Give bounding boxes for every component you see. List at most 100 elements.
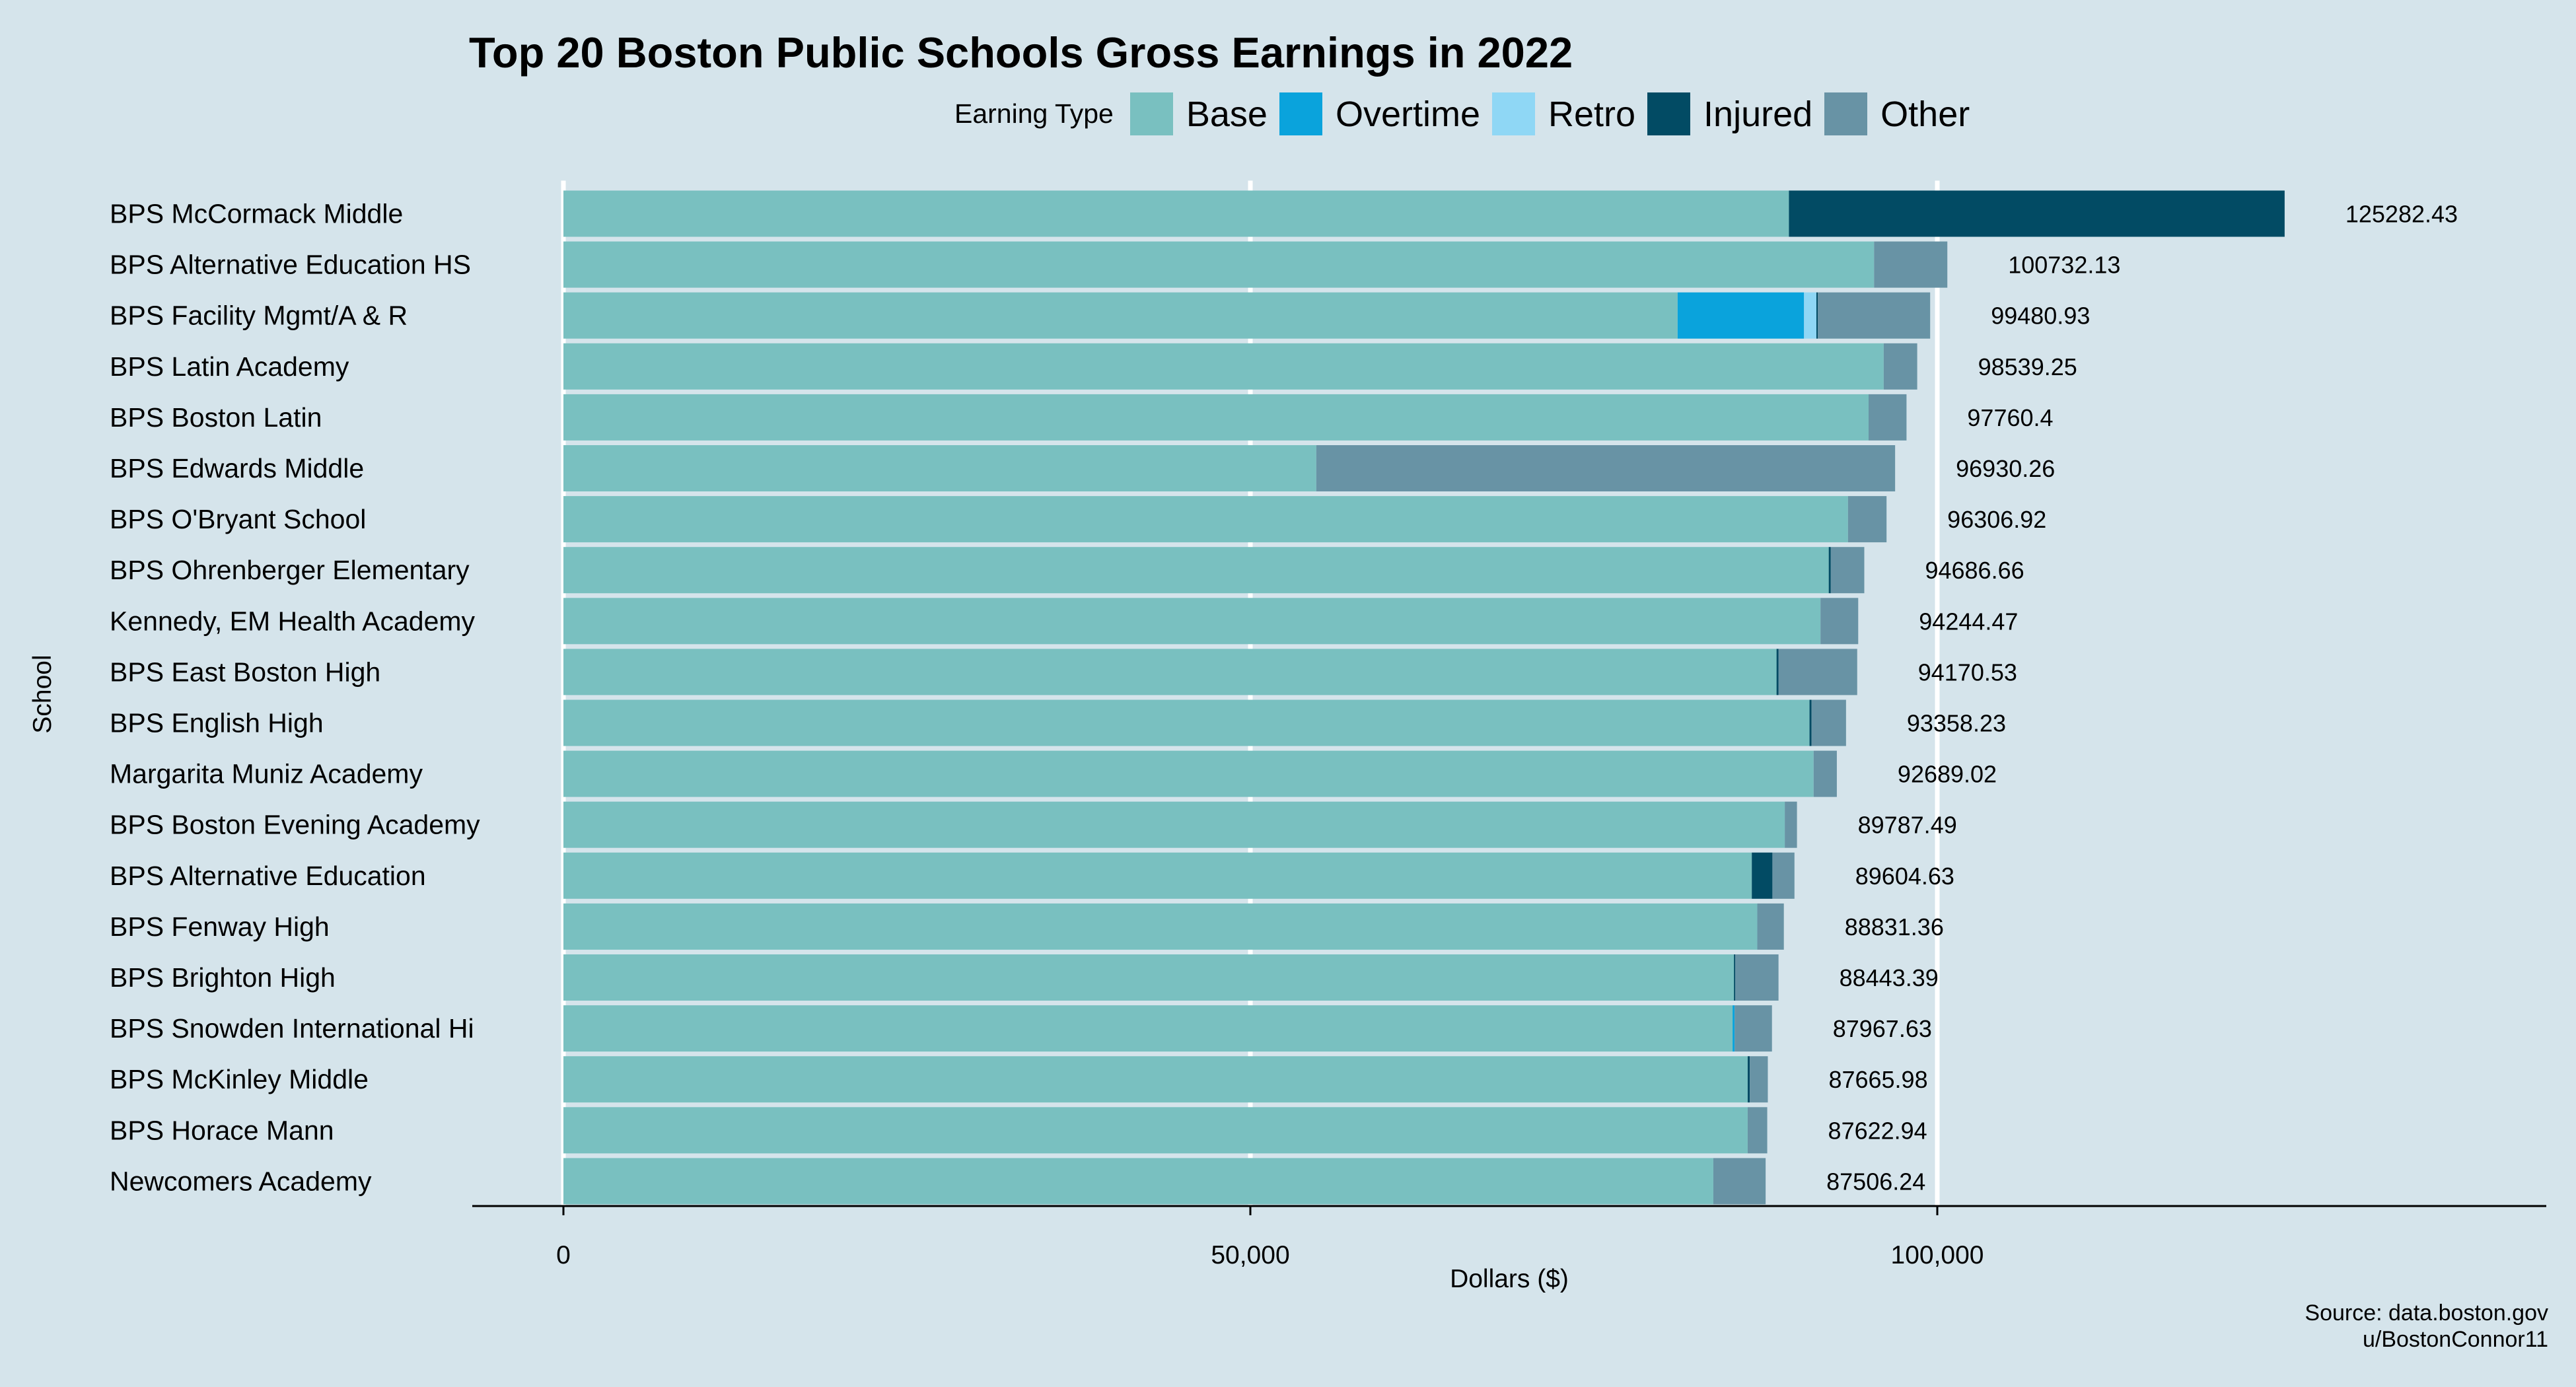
total-label: 87622.94	[1828, 1117, 1927, 1144]
x-tick-label: 100,000	[1891, 1241, 1984, 1269]
bar-segment-other	[1811, 699, 1846, 746]
bar-segment-other	[1735, 954, 1779, 1001]
total-label: 94170.53	[1918, 658, 2017, 686]
bar-segment-other	[1818, 292, 1931, 339]
category-label: Newcomers Academy	[110, 1166, 372, 1196]
category-label: BPS Latin Academy	[110, 351, 349, 382]
category-label: BPS Snowden International Hi	[110, 1013, 474, 1044]
bar-segment-other	[1847, 496, 1887, 543]
legend-item-base: Base	[1129, 92, 1268, 135]
bar-segment-other	[1785, 801, 1797, 848]
total-label: 87967.63	[1833, 1015, 1932, 1042]
bar-segment-other	[1750, 1056, 1768, 1103]
total-label: 89787.49	[1858, 812, 1957, 839]
bar-segment-injured	[1747, 1056, 1750, 1103]
legend-swatch-injured	[1647, 92, 1691, 135]
category-label: BPS Boston Latin	[110, 402, 322, 433]
category-label: BPS Ohrenberger Elementary	[110, 555, 470, 585]
bar-segment-injured	[1828, 547, 1831, 594]
bar-segment-base	[563, 1005, 1733, 1052]
category-label: BPS Fenway High	[110, 911, 330, 942]
bar-segment-other	[1883, 343, 1917, 390]
total-label: 89604.63	[1855, 863, 1954, 890]
total-label: 97760.4	[1967, 404, 2053, 431]
category-label: Kennedy, EM Health Academy	[110, 606, 476, 636]
total-label: 96306.92	[1947, 506, 2046, 533]
bar-segment-base	[563, 801, 1785, 848]
bar-segment-base	[563, 699, 1810, 746]
bar-segment-base	[563, 954, 1735, 1001]
legend-item-injured: Injured	[1647, 92, 1812, 135]
category-label: BPS Facility Mgmt/A & R	[110, 301, 408, 331]
category-label: BPS McKinley Middle	[110, 1064, 369, 1094]
category-label: Margarita Muniz Academy	[110, 759, 423, 789]
bar-segment-other	[1820, 598, 1859, 645]
total-label: 88831.36	[1845, 913, 1944, 941]
bar-segment-base	[563, 649, 1777, 695]
legend-swatch-overtime	[1279, 92, 1322, 135]
legend-label-overtime: Overtime	[1335, 94, 1480, 134]
legend-swatch-other	[1824, 92, 1868, 135]
source-line: Source: data.boston.gov	[2305, 1300, 2548, 1326]
x-tick-label: 0	[556, 1241, 571, 1269]
x-tick-label: 50,000	[1211, 1241, 1289, 1269]
bar-segment-base	[563, 241, 1875, 288]
total-label: 100732.13	[2008, 252, 2120, 279]
bar-segment-injured	[1734, 954, 1736, 1001]
category-label: BPS McCormack Middle	[110, 199, 403, 229]
category-label: BPS Brighton High	[110, 962, 336, 993]
bar-segment-other	[1813, 750, 1837, 797]
legend-item-other: Other	[1824, 92, 1970, 135]
legend-swatch-retro	[1492, 92, 1535, 135]
bar-segment-base	[563, 445, 1316, 491]
category-label: BPS Alternative Education	[110, 861, 426, 891]
bar-segment-injured	[1816, 292, 1818, 339]
total-label: 94686.66	[1925, 557, 2024, 584]
category-label: BPS English High	[110, 708, 324, 738]
total-label: 92689.02	[1898, 761, 1997, 788]
bar-segment-overtime	[1733, 1005, 1735, 1052]
bar-segment-other	[1747, 1107, 1768, 1154]
bar-segment-base	[563, 1056, 1748, 1103]
legend-label-retro: Retro	[1548, 94, 1636, 134]
total-label: 125282.43	[2345, 201, 2458, 228]
legend-item-overtime: Overtime	[1279, 92, 1480, 135]
legend-title: Earning Type	[954, 98, 1114, 129]
bar-segment-other	[1874, 241, 1948, 288]
category-label: BPS O'Bryant School	[110, 504, 366, 534]
bar-segment-other	[1830, 547, 1865, 594]
bar-segment-other	[1869, 394, 1907, 441]
bar-segment-base	[563, 1107, 1748, 1154]
legend-label-injured: Injured	[1703, 94, 1813, 134]
bar-segment-injured	[1789, 190, 2285, 237]
bar-segment-other	[1757, 903, 1784, 950]
total-label: 94244.47	[1919, 608, 2018, 635]
y-axis-title: School	[28, 655, 57, 733]
total-label: 93358.23	[1907, 710, 2006, 737]
total-label: 98539.25	[1978, 353, 2077, 380]
category-label: BPS East Boston High	[110, 657, 380, 687]
legend-swatch-base	[1129, 92, 1173, 135]
bar-segment-other	[1772, 852, 1795, 899]
bar-segment-other	[1316, 445, 1896, 491]
bar-segment-base	[563, 1158, 1713, 1205]
bar-segment-base	[563, 190, 1789, 237]
total-label: 87665.98	[1828, 1066, 1927, 1093]
legend: Earning Type Base Overtime Retro Injured…	[954, 89, 1982, 139]
bar-segment-retro	[1804, 292, 1816, 339]
bar-segment-base	[563, 496, 1848, 543]
bar-segment-overtime	[1677, 292, 1805, 339]
category-label: BPS Edwards Middle	[110, 453, 364, 483]
bar-segment-base	[563, 292, 1678, 339]
bar-segment-other	[1713, 1158, 1766, 1205]
category-label: BPS Horace Mann	[110, 1115, 334, 1145]
bar-segment-base	[563, 750, 1814, 797]
bar-segment-base	[563, 598, 1821, 645]
bar-segment-injured	[1809, 699, 1812, 746]
bar-segment-base	[563, 547, 1829, 594]
chart-title: Top 20 Boston Public Schools Gross Earni…	[469, 28, 1573, 77]
category-label: BPS Boston Evening Academy	[110, 810, 480, 840]
legend-label-other: Other	[1880, 94, 1970, 134]
author-line: u/BostonConnor11	[2362, 1327, 2548, 1352]
